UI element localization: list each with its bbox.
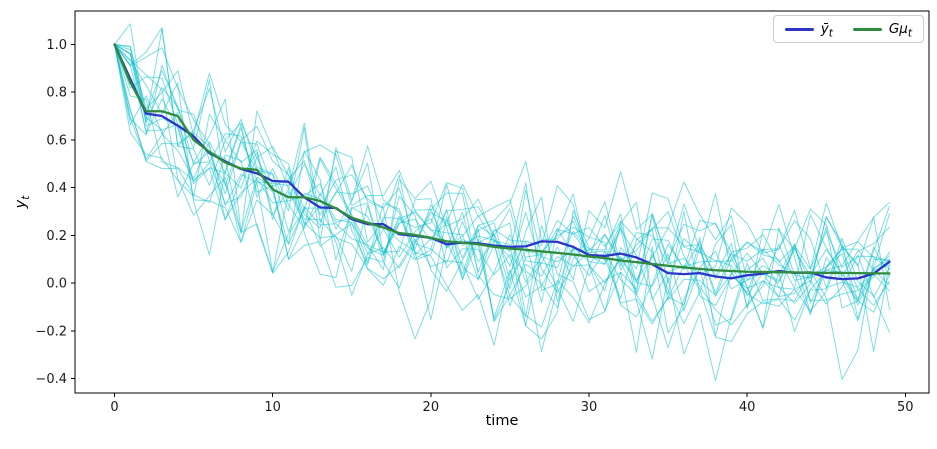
legend-label-gmu: Gμt [888, 21, 912, 40]
ensemble-path [114, 43, 890, 346]
y-tick-label: 0.8 [46, 86, 67, 101]
ensemble-path [114, 43, 890, 353]
legend-label-ybar: ȳt [820, 21, 833, 40]
legend-item-ybar: ȳt [784, 21, 833, 40]
y-axis-label-sub: t [19, 195, 32, 200]
ensemble-path [114, 43, 890, 322]
ensemble-path [114, 43, 890, 343]
y-tick-label: 0.4 [46, 181, 67, 196]
legend-line-ybar-icon [784, 27, 814, 31]
legend-item-gmu: Gμt [852, 21, 912, 40]
y-tick-label: 1.0 [46, 38, 67, 53]
legend-line-gmu-icon [852, 27, 882, 31]
ensemble-path [114, 27, 890, 327]
x-tick-label: 50 [897, 400, 914, 415]
legend: ȳt Gμt [772, 15, 924, 43]
ensemble-path [114, 43, 890, 320]
x-axis-label: time [485, 413, 519, 429]
plot-lines [113, 23, 891, 382]
y-tick-label: −0.4 [35, 372, 67, 387]
y-axis-label: yt [13, 195, 32, 209]
y-tick-label: 0.2 [46, 229, 67, 244]
mean-line-ybar [113, 43, 891, 281]
x-tick-label: 0 [110, 400, 118, 415]
mean-line-gmu [113, 43, 891, 275]
ensemble-path [114, 43, 890, 301]
ensemble-path [114, 43, 890, 352]
x-tick-label: 40 [739, 400, 756, 415]
x-tick-label: 30 [581, 400, 598, 415]
axes-spines [74, 10, 930, 394]
ensemble-path [114, 43, 890, 353]
y-tick-label: 0.6 [46, 133, 67, 148]
x-tick-label: 20 [423, 400, 440, 415]
x-tick-label: 10 [264, 400, 281, 415]
ensemble-path [114, 43, 890, 340]
y-tick-label: 0.0 [46, 277, 67, 292]
y-axis-label-main: y [13, 199, 29, 209]
y-tick-label: −0.2 [35, 324, 67, 339]
